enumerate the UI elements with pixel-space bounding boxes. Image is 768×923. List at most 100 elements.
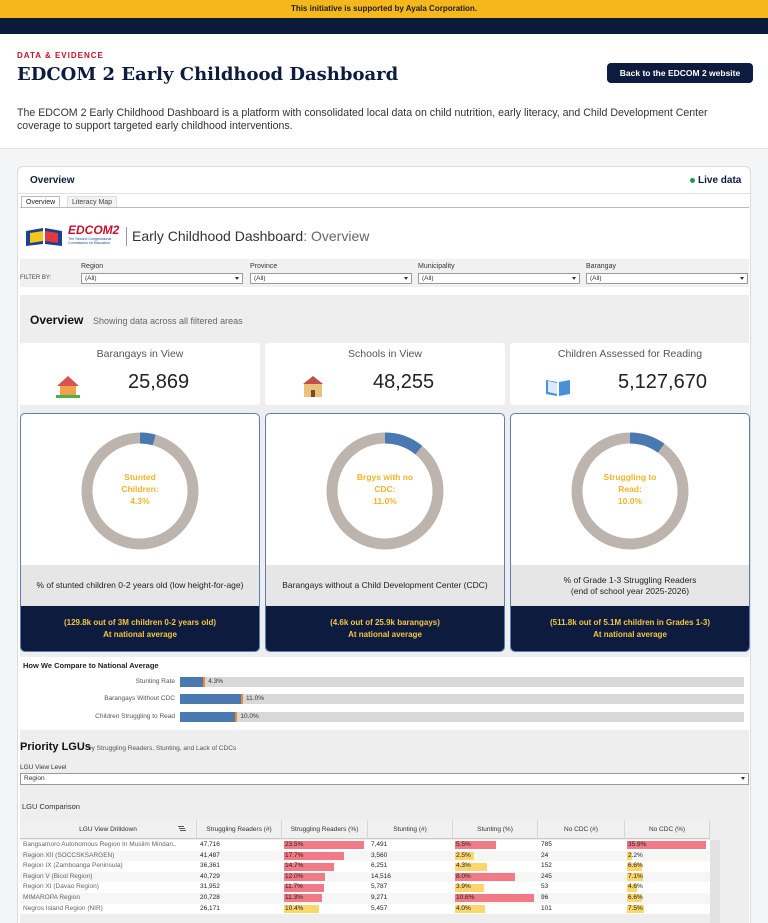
sort-icon	[178, 826, 184, 827]
table-row	[20, 850, 710, 862]
bar-value: 11.0%	[246, 695, 264, 702]
table-row	[20, 861, 710, 872]
filter-select[interactable]: (All)	[418, 273, 580, 284]
filter-name: Barangay	[586, 263, 616, 270]
donut	[571, 432, 689, 550]
donut-card: Stunted Children: 4.3% % of stunted childr…	[20, 413, 260, 652]
bar	[180, 712, 237, 722]
footer-line: At national average	[348, 630, 422, 639]
donut-footer: (511.8k out of 5.1M children in Grades 1…	[511, 606, 749, 651]
compare-label: Children Struggling to Read	[95, 713, 175, 720]
table-bar	[284, 883, 324, 892]
kpi-label: Children Assessed for Reading	[557, 348, 703, 360]
table-cell: 11.7%	[285, 883, 303, 891]
table-cell: 23.5%	[285, 841, 304, 848]
tab[interactable]: Literacy Map	[67, 196, 118, 208]
nav-bar	[0, 18, 768, 34]
table-bar	[627, 883, 638, 892]
description-line: (end of school year 2025-2026)	[570, 585, 690, 596]
bar	[180, 694, 243, 704]
table-cell: 10.6%	[456, 894, 475, 901]
table-cell: 12.0%	[285, 872, 304, 880]
icon-roof	[303, 376, 323, 384]
table-header: Struggling Readers (#)	[197, 820, 282, 839]
table-cell: 152	[541, 862, 552, 870]
table-cell: 3,560	[371, 851, 388, 859]
table-bar	[455, 894, 534, 903]
table-bar	[455, 851, 474, 860]
table-cell: 7,491	[371, 841, 388, 848]
table-cell: 35.9%	[628, 841, 647, 848]
icon-inner	[548, 381, 557, 394]
logo-flag	[45, 231, 58, 243]
tab-line	[20, 207, 749, 208]
footer-line: At national average	[103, 630, 177, 639]
table-bar	[284, 873, 325, 882]
table-cell: 4.0%	[456, 904, 471, 912]
average-marker	[203, 677, 206, 687]
kpi-card: Children Assessed for Reading 5,127,670	[510, 343, 750, 405]
bar-track	[180, 677, 744, 687]
footer-line: At national average	[593, 630, 667, 639]
donut-footer: (4.6k out of 25.9k barangays) At national…	[266, 606, 504, 651]
description: The EDCOM 2 Early Childhood Dashboard is…	[17, 107, 708, 132]
back-button[interactable]: Back to the EDCOM 2 website	[607, 63, 753, 83]
table-bar	[284, 904, 320, 913]
filter-select[interactable]: (All)	[586, 273, 748, 284]
compare-label: Barangays Without CDC	[104, 695, 175, 702]
table-cell: 7.1%	[628, 872, 643, 880]
table-cell: 5.5%	[456, 841, 471, 848]
filter-label: FILTER BY:	[20, 275, 52, 281]
table-bar	[627, 894, 642, 903]
priority-title: Priority LGUs	[20, 741, 91, 753]
table-cell: 8.0%	[456, 872, 471, 880]
level-select[interactable]: Region	[20, 773, 749, 785]
table-bar	[284, 862, 335, 871]
donut-value: 10.0%	[617, 496, 643, 506]
table-cell: 6.6%	[628, 894, 643, 901]
kpi-value: 25,869	[128, 371, 190, 393]
description-line: Barangays without a Child Development Ce…	[282, 580, 488, 590]
table-cell: Bangsamoro Autonomous Region In Muslim M…	[23, 841, 177, 848]
kpi-label: Barangays in View	[96, 348, 184, 360]
table-cell: 6,251	[371, 862, 388, 870]
average-marker	[241, 694, 244, 704]
filter-name: Province	[250, 263, 278, 270]
table-cell: 36,361	[200, 862, 220, 870]
table-title: LGU Comparison	[22, 802, 80, 811]
dashboard-title: Early Childhood Dashboard: Overview	[132, 228, 369, 244]
icon-grass	[56, 395, 80, 398]
table-cell: 101	[541, 904, 552, 912]
description-line: % of stunted children 0-2 years old (low…	[36, 580, 244, 590]
tab[interactable]: Overview	[21, 196, 61, 208]
kpi-card: Schools in View 48,255	[265, 343, 505, 405]
donut	[326, 432, 444, 550]
table-bar	[284, 841, 364, 850]
table-cell: 26,171	[200, 904, 220, 912]
kpi-icon	[56, 376, 80, 398]
compare-title: How We Compare to National Average	[23, 661, 159, 670]
donut-label: Struggling to Read:	[603, 472, 657, 494]
table-cell: Negros Island Region (NIR)	[23, 904, 103, 912]
footer-line: (511.8k out of 5.1M children in Grades 1…	[549, 618, 711, 627]
table-row	[20, 882, 710, 893]
kpi-label: Schools in View	[348, 348, 422, 360]
table-cell: 53	[541, 883, 549, 891]
table-cell: 24	[541, 851, 549, 859]
donut-arc	[629, 432, 665, 453]
table-cell: 41,487	[200, 851, 220, 859]
bar-value: 4.3%	[208, 678, 224, 685]
table-cell: 31,952	[200, 883, 220, 891]
table-header: LGU View Drilldown	[20, 820, 197, 839]
donut-description: Barangays without a Child Development Ce…	[266, 565, 504, 606]
table-cell: 6.6%	[628, 862, 643, 870]
average-marker	[235, 712, 238, 722]
filter-select[interactable]: (All)	[250, 273, 412, 284]
table-cell: 3.9%	[456, 883, 471, 891]
table-bar	[455, 862, 488, 871]
table-bar	[627, 851, 632, 860]
donut-description: % of Grade 1-3 Struggling Readers (end of…	[511, 565, 749, 606]
bar-track	[180, 712, 744, 722]
filter-select[interactable]: (All)	[81, 273, 243, 284]
